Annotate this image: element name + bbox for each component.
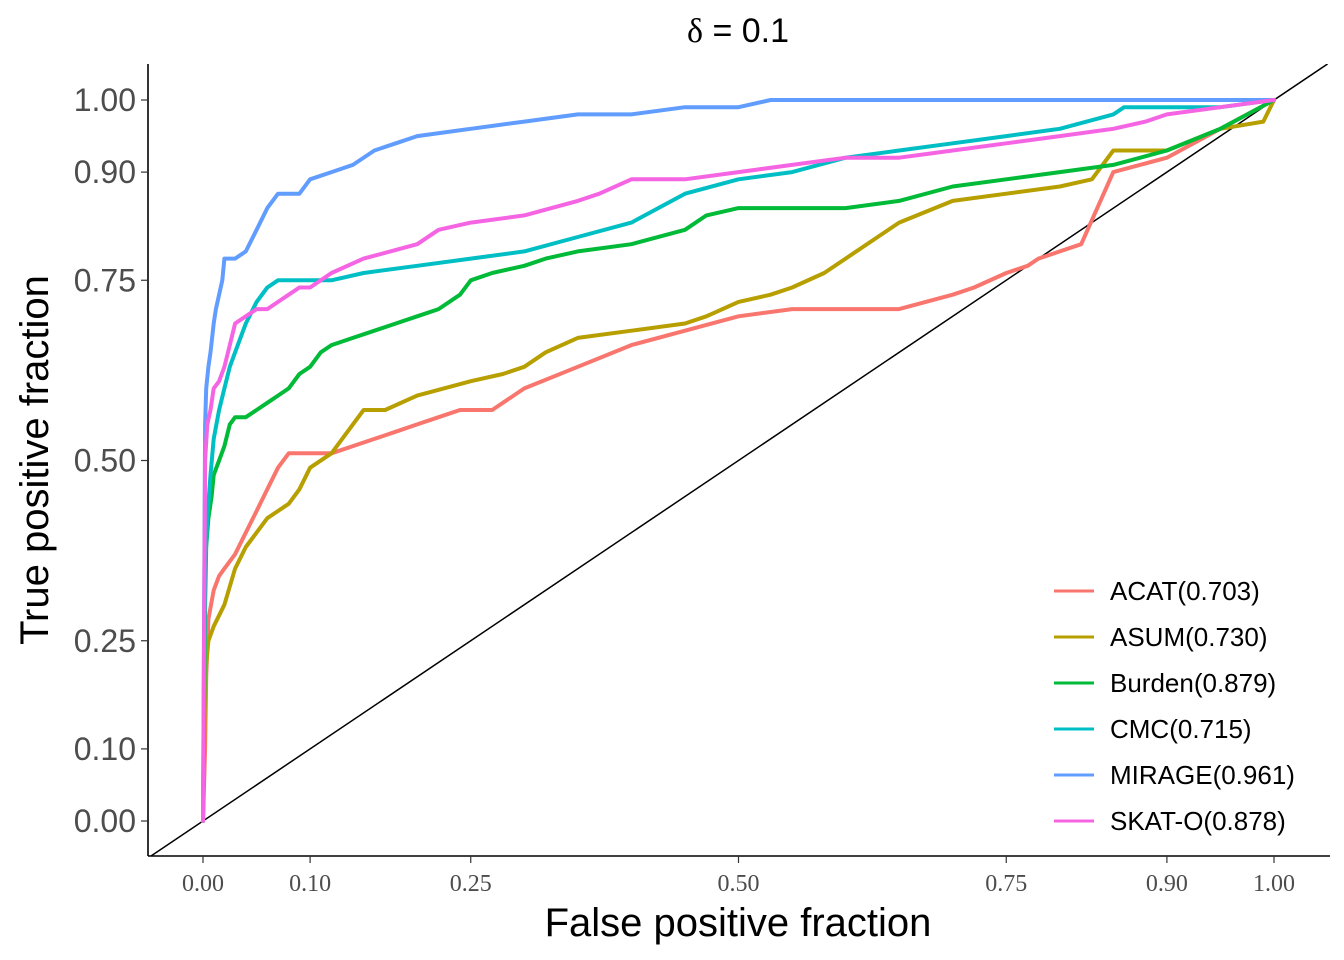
x-tick-label-0: 0.00	[182, 871, 224, 897]
legend-label-0: ACAT(0.703)	[1110, 576, 1260, 606]
chart-title: δ = 0.1	[687, 12, 789, 50]
y-tick-label-2: 0.25	[74, 623, 136, 659]
legend-label-3: CMC(0.715)	[1110, 714, 1252, 744]
series-line-3	[201, 98, 1276, 823]
y-tick-label-1: 0.10	[74, 731, 136, 767]
x-tick-label-2: 0.25	[450, 871, 492, 897]
x-axis-title: False positive fraction	[545, 901, 932, 945]
y-axis-title: True positive fraction	[13, 275, 57, 645]
y-tick-label-6: 1.00	[74, 82, 136, 118]
y-tick-label-5: 0.90	[74, 154, 136, 190]
x-tick-label-4: 0.75	[985, 871, 1027, 897]
reference-diagonal-line	[149, 64, 1328, 856]
x-tick-label-5: 0.90	[1146, 871, 1188, 897]
chart-title-symbol: δ	[687, 13, 703, 50]
y-tick-label-4: 0.75	[74, 262, 136, 298]
series-line-2	[201, 98, 1276, 823]
series-line-0	[201, 98, 1276, 823]
x-tick-label-1: 0.10	[289, 871, 331, 897]
y-tick-label-0: 0.00	[74, 803, 136, 839]
reference-diagonal-layer	[149, 64, 1328, 856]
series-line-1	[201, 98, 1276, 823]
series-line-5	[201, 98, 1276, 823]
legend: ACAT(0.703) ASUM(0.730) Burden(0.879) CMC(0…	[1054, 576, 1295, 836]
legend-label-4: MIRAGE(0.961)	[1110, 760, 1295, 790]
chart-title-rest: = 0.1	[703, 12, 789, 50]
series-layer	[201, 98, 1276, 823]
legend-label-5: SKAT-O(0.878)	[1110, 806, 1286, 836]
legend-background	[1034, 560, 1330, 860]
x-tick-label-3: 0.50	[718, 871, 760, 897]
legend-label-2: Burden(0.879)	[1110, 668, 1276, 698]
legend-label-1: ASUM(0.730)	[1110, 622, 1268, 652]
x-tick-label-6: 1.00	[1253, 871, 1295, 897]
y-tick-label-3: 0.50	[74, 443, 136, 479]
axes-layer: 0.00 0.10 0.25 0.50 0.75 0.90 1.00 0.00 0.10 0.25…	[74, 64, 1330, 897]
series-line-4	[201, 98, 1276, 823]
